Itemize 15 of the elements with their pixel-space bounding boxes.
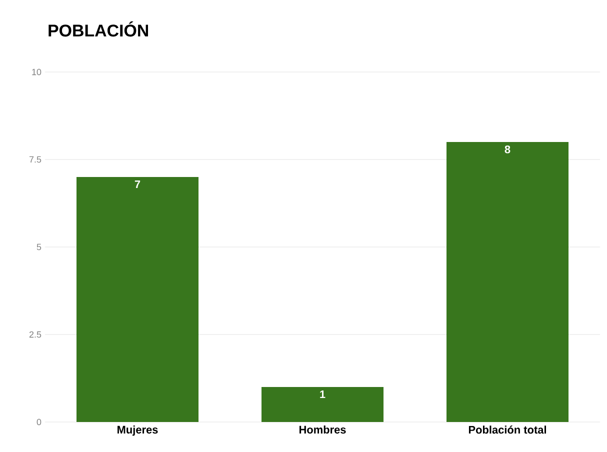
y-tick-label: 0: [36, 418, 42, 426]
data-label: 7: [134, 180, 140, 188]
y-tick-label: 2.5: [29, 331, 42, 338]
bar: [446, 142, 569, 422]
chart-title: POBLACIÓN: [48, 21, 148, 37]
x-tick-label: Mujeres: [118, 426, 158, 436]
data-label: 8: [504, 146, 510, 154]
x-tick-label: Hombres: [299, 426, 346, 434]
y-tick-label: 5: [36, 244, 42, 250]
data-label: 1: [320, 390, 326, 398]
bar: [262, 387, 384, 422]
y-tick-label: 10: [32, 68, 42, 76]
y-tick-label: 7.5: [29, 156, 42, 163]
x-tick-label: Población total: [468, 426, 546, 434]
bar: [76, 176, 199, 422]
